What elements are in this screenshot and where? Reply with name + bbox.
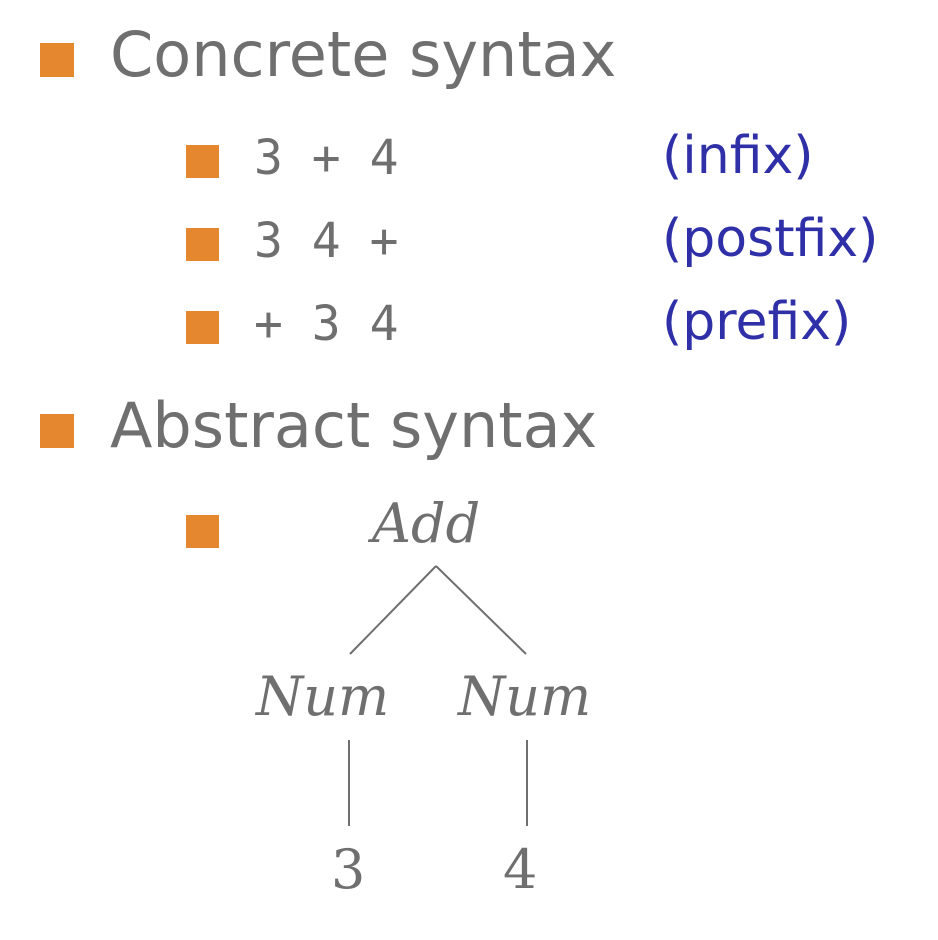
tree-root-add: Add [372,492,481,555]
prefix-note: (prefix) [662,292,852,352]
edge-add-right [435,565,527,655]
abstract-syntax-heading: Abstract syntax [110,389,598,462]
concrete-syntax-heading: Concrete syntax [110,18,617,91]
infix-note: (infix) [662,126,814,186]
postfix-expression: 3 4 + [254,213,399,269]
tree-node-num-left: Num [256,665,390,728]
postfix-note: (postfix) [662,209,879,269]
bullet-square [40,43,74,77]
bullet-square [186,145,219,178]
tree-node-num-right: Num [458,665,592,728]
infix-expression: 3 + 4 [254,130,399,186]
edge-add-left [349,565,437,655]
bullet-square [186,311,219,344]
tree-leaf-3: 3 [331,838,366,901]
bullet-square [40,414,74,448]
prefix-expression: + 3 4 [254,296,399,352]
bullet-square [186,515,219,548]
tree-leaf-4: 4 [503,838,538,901]
bullet-square [186,228,219,261]
